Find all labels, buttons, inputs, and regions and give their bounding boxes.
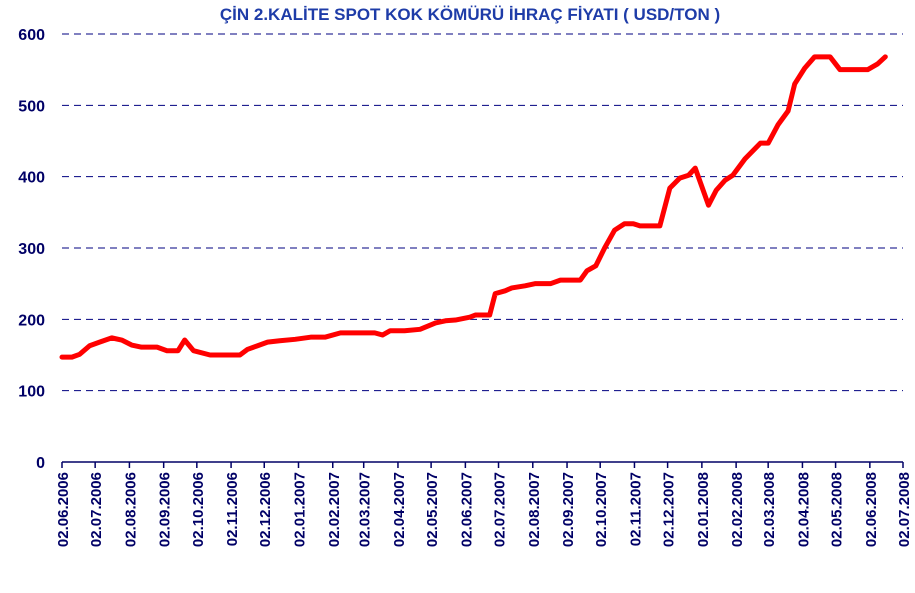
x-tick-label: 02.11.2006: [224, 472, 241, 546]
x-tick-label: 02.12.2007: [661, 472, 678, 547]
chart-title: ÇİN 2.KALİTE SPOT KOK KÖMÜRÜ İHRAÇ FİYAT…: [220, 5, 720, 24]
x-tick-label: 02.06.2006: [55, 472, 72, 547]
x-tick-label: 02.10.2007: [593, 472, 610, 547]
y-tick-label: 300: [18, 241, 45, 258]
x-tick-label: 02.02.2008: [729, 472, 746, 547]
x-tick-label: 02.04.2008: [795, 472, 812, 547]
y-tick-label: 200: [18, 312, 45, 329]
x-tick-label: 02.01.2007: [291, 472, 308, 547]
x-tick-label: 02.07.2008: [896, 472, 913, 547]
x-tick-label: 02.06.2008: [863, 472, 880, 547]
x-tick-label: 02.03.2008: [761, 472, 778, 547]
x-tick-label: 02.01.2008: [695, 472, 712, 547]
y-tick-label: 500: [18, 98, 45, 115]
x-tick-label: 02.09.2007: [560, 472, 577, 547]
x-tick-label: 02.08.2006: [122, 472, 139, 547]
x-tick-label: 02.10.2006: [190, 472, 207, 547]
x-tick-label: 02.09.2006: [157, 472, 174, 547]
y-tick-label: 100: [18, 384, 45, 401]
x-tick-label: 02.02.2007: [326, 472, 343, 547]
y-tick-label: 400: [18, 170, 45, 187]
y-tick-label: 600: [18, 27, 45, 44]
x-tick-label: 02.12.2006: [257, 472, 274, 547]
line-series: [59, 54, 888, 360]
x-tick-label: 02.06.2007: [458, 472, 475, 547]
x-tick-label: 02.04.2007: [391, 472, 408, 547]
x-tick-label: 02.05.2008: [829, 472, 846, 547]
x-tick-label: 02.03.2007: [357, 472, 374, 547]
x-tick-label: 02.07.2007: [492, 472, 509, 547]
x-tick-label: 02.07.2006: [88, 472, 105, 547]
x-tick-label: 02.05.2007: [424, 472, 441, 547]
y-tick-label: 0: [36, 455, 45, 472]
x-tick-label: 02.11.2007: [627, 472, 644, 546]
x-tick-label: 02.08.2007: [526, 472, 543, 547]
